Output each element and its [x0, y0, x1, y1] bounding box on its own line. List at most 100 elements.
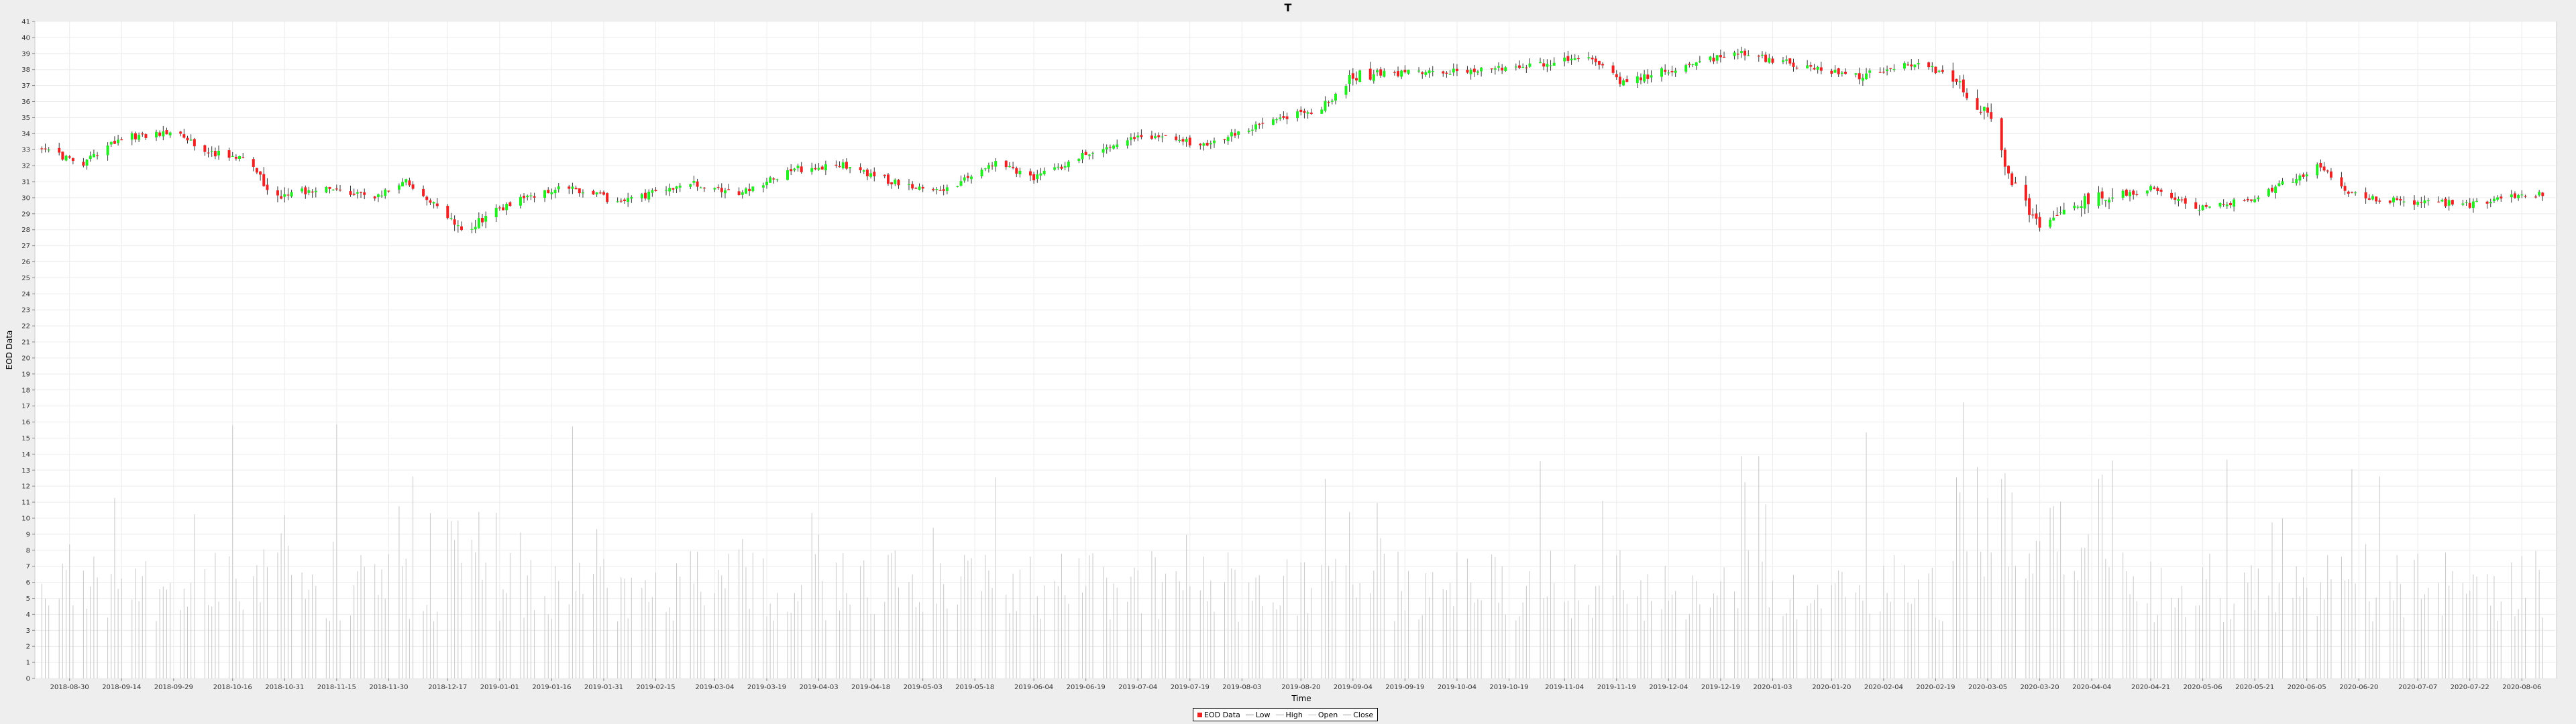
- candle-up: [2305, 174, 2308, 177]
- candle-down: [481, 218, 484, 223]
- candle-down: [2086, 193, 2090, 204]
- candle-down: [227, 150, 231, 158]
- candle-down: [165, 130, 168, 135]
- candle-up: [1650, 75, 1653, 78]
- candle-up: [1768, 58, 1771, 63]
- candle-down: [1004, 160, 1008, 168]
- candle-down: [502, 207, 505, 210]
- candle-up: [2447, 200, 2451, 206]
- candle-up: [130, 133, 133, 140]
- candle-up: [2052, 217, 2055, 221]
- candle-down: [1941, 70, 1944, 72]
- candle-down: [2367, 198, 2371, 200]
- candle-down: [2378, 200, 2381, 202]
- candle-down: [1611, 65, 1615, 73]
- x-tick-label: 2019-07-19: [1171, 684, 1210, 691]
- candle-up: [1563, 57, 1566, 62]
- candle-down: [2326, 170, 2329, 172]
- candle-down: [2350, 192, 2353, 193]
- candle-up: [2471, 201, 2475, 208]
- candle-down: [2343, 186, 2347, 191]
- candle-up: [162, 131, 165, 137]
- candle-up: [1747, 55, 1750, 56]
- candle-down: [2024, 184, 2027, 201]
- candle-up: [786, 170, 790, 180]
- candle-up: [935, 189, 938, 190]
- candle-up: [1958, 81, 1962, 82]
- candle-up: [238, 156, 241, 159]
- candle-up: [1760, 54, 1764, 56]
- y-tick-label: 38: [21, 66, 30, 74]
- candle-up: [678, 185, 682, 188]
- candle-down: [574, 188, 578, 190]
- y-tick-label: 30: [21, 194, 30, 202]
- candle-down: [82, 162, 85, 166]
- candle-down: [2444, 198, 2447, 206]
- candle-up: [1330, 101, 1334, 102]
- candle-down: [328, 186, 331, 189]
- candle-up: [1344, 86, 1348, 95]
- candle-up: [484, 216, 488, 222]
- candle-up: [1383, 70, 1386, 77]
- candle-up: [2225, 204, 2229, 206]
- candle-up: [765, 182, 768, 186]
- x-axis-label: Time: [1291, 694, 1311, 703]
- candle-up: [2201, 205, 2204, 210]
- candle-up: [325, 186, 328, 192]
- x-tick-label: 2018-09-14: [102, 684, 141, 691]
- candle-up: [397, 185, 400, 190]
- y-tick-label: 25: [21, 275, 30, 282]
- candle-up: [2492, 198, 2496, 201]
- candle-up: [1622, 80, 1625, 86]
- candle-down: [1028, 171, 1032, 176]
- candle-down: [1472, 68, 1476, 72]
- candle-down: [592, 190, 595, 195]
- candle-down: [1830, 70, 1833, 74]
- candle-down: [897, 180, 900, 186]
- x-tick-label: 2019-05-18: [955, 684, 994, 691]
- candle-down: [1015, 168, 1018, 174]
- y-tick-label: 11: [21, 499, 30, 507]
- candle-up: [983, 168, 987, 170]
- candle-up: [168, 132, 172, 135]
- candle-down: [2184, 198, 2187, 204]
- candle-down: [1466, 70, 1469, 73]
- candle-up: [1937, 70, 1941, 72]
- x-tick-label: 2019-07-04: [1118, 684, 1157, 691]
- candle-down: [2396, 198, 2399, 200]
- candle-up: [2076, 206, 2080, 208]
- candle-up: [1348, 75, 1351, 84]
- candle-up: [1660, 68, 1663, 77]
- candle-up: [231, 156, 234, 157]
- candle-down: [363, 192, 366, 195]
- candle-up: [2517, 195, 2520, 198]
- candle-up: [616, 201, 619, 202]
- y-tick-label: 8: [26, 547, 30, 554]
- candle-down: [1490, 68, 1493, 70]
- x-tick-label: 2020-03-20: [2021, 684, 2059, 691]
- candle-up: [1057, 166, 1060, 168]
- candle-down: [203, 145, 207, 152]
- candle-up: [1982, 107, 1986, 111]
- candle-up: [1271, 119, 1275, 125]
- candle-up: [1504, 67, 1507, 71]
- candle-up: [1324, 101, 1327, 111]
- candle-up: [1892, 69, 1896, 70]
- y-tick-label: 39: [21, 50, 30, 58]
- candle-up: [1178, 139, 1181, 141]
- candle-up: [64, 156, 68, 161]
- candle-down: [1084, 152, 1087, 156]
- candle-down: [2222, 204, 2225, 206]
- candle-down: [2347, 191, 2350, 194]
- candle-down: [58, 147, 61, 153]
- candle-down: [1712, 58, 1715, 62]
- x-tick-label: 2020-05-06: [2184, 684, 2222, 691]
- candle-down: [2100, 191, 2104, 199]
- candle-down: [1743, 50, 1747, 56]
- candle-down: [1199, 143, 1202, 145]
- candle-up: [2062, 209, 2065, 215]
- candle-up: [824, 164, 827, 171]
- candle-up: [1067, 162, 1070, 168]
- y-tick-label: 22: [21, 323, 30, 330]
- candle-down: [2170, 192, 2174, 198]
